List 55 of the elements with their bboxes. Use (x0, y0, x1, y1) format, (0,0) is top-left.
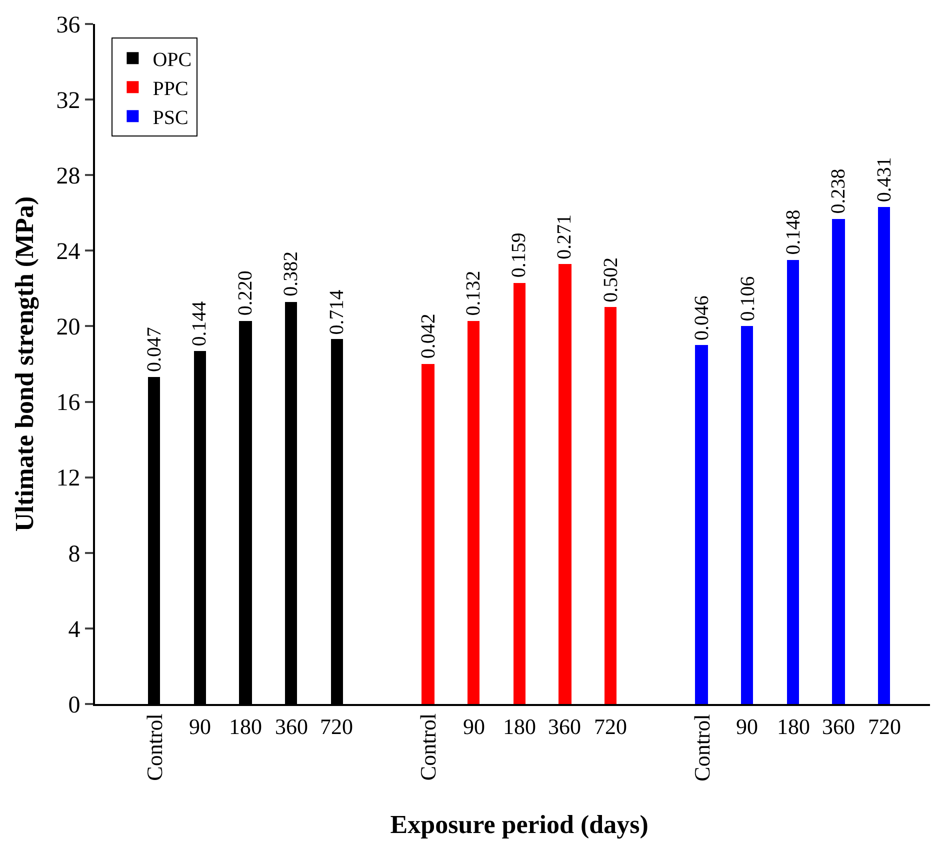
x-tick-label: 90 (463, 714, 485, 739)
bar (695, 345, 708, 704)
bar (558, 264, 572, 704)
y-tick-label: 28 (56, 164, 80, 190)
legend-label: PSC (152, 106, 188, 129)
annotation: 0.431 (874, 157, 896, 202)
annotation: 0.238 (828, 168, 850, 214)
x-tick-label: 720 (594, 714, 627, 739)
bar (513, 283, 526, 704)
bar (832, 219, 846, 704)
y-tick-label: 32 (56, 88, 80, 114)
y-tick-label: 20 (56, 314, 80, 341)
y-tick-label: 16 (56, 390, 80, 416)
annotation: 0.042 (418, 314, 440, 359)
annotation: 0.046 (691, 295, 714, 340)
annotation: 0.220 (234, 270, 257, 316)
y-tick-label: 0 (68, 692, 80, 718)
annotation: 0.714 (326, 290, 348, 335)
x-axis-title: Exposure period (days) (390, 810, 648, 840)
y-axis-title: Ultimate bond strength (MPa) (10, 196, 40, 532)
annotation: 0.382 (280, 251, 302, 296)
bar (421, 364, 434, 704)
x-tick-label: 180 (503, 714, 536, 739)
legend-label: OPC (152, 48, 192, 71)
annotation: 0.144 (188, 301, 211, 346)
x-tick-label: 720 (868, 714, 901, 739)
annotation: 0.159 (508, 232, 530, 278)
y-tick-label: 4 (68, 616, 80, 643)
bar (604, 307, 616, 704)
bar (878, 207, 890, 704)
x-tick-label: 360 (822, 714, 855, 739)
y-tick-label: 12 (56, 466, 80, 492)
y-tick-label: 36 (56, 12, 80, 38)
annotation: 0.047 (144, 327, 166, 372)
bar (787, 260, 800, 704)
legend-label: PPC (152, 78, 188, 100)
x-tick-label: 180 (229, 714, 262, 739)
annotation: 0.271 (554, 214, 576, 260)
x-tick-label: Control (689, 714, 714, 782)
bar (467, 321, 480, 704)
y-tick-label: 8 (68, 541, 80, 568)
annotation: 0.106 (736, 276, 759, 322)
annotation: 0.148 (782, 210, 805, 255)
x-tick-label: 720 (320, 714, 353, 739)
x-tick-label: 360 (548, 714, 581, 739)
x-tick-label: Control (142, 714, 167, 781)
y-tick-label: 24 (56, 239, 80, 266)
x-tick-label: 90 (189, 714, 211, 739)
annotation: 0.132 (462, 270, 485, 316)
bar (741, 326, 754, 704)
annotation: 0.502 (600, 257, 622, 302)
x-tick-label: 90 (736, 714, 758, 739)
x-tick-label: 180 (777, 714, 810, 739)
x-tick-label: 360 (275, 714, 308, 739)
x-tick-label: Control (416, 713, 441, 781)
